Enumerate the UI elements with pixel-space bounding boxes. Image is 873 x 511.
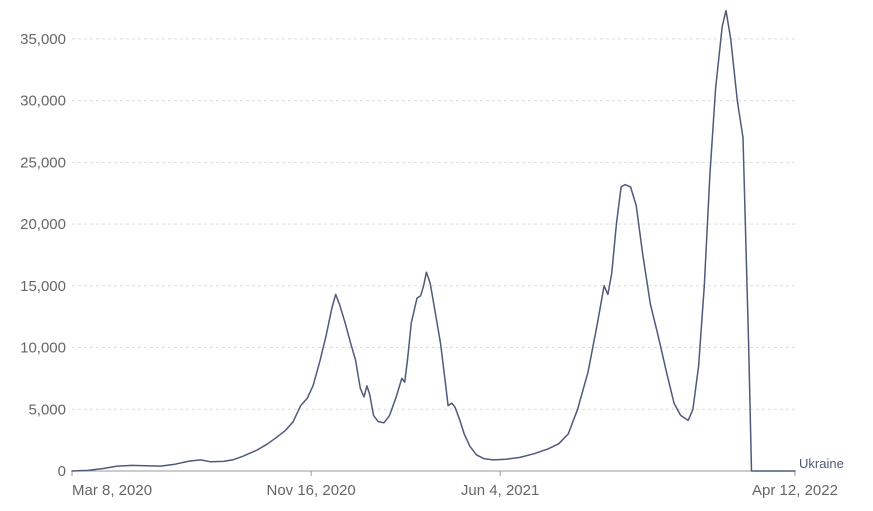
y-tick-label: 15,000 xyxy=(20,278,66,295)
y-tick-label: 30,000 xyxy=(20,93,66,110)
x-tick-label: Apr 12, 2022 xyxy=(752,482,838,499)
y-axis: 0 5,000 10,000 15,000 20,000 25,000 30,000 35,0… xyxy=(20,31,66,480)
x-axis: Mar 8, 2020 Nov 16, 2020 Jun 4, 2021 Apr 12… xyxy=(71,470,838,499)
y-tick-label: 5,000 xyxy=(28,401,66,418)
y-tick-label: 0 xyxy=(58,463,66,480)
x-tick-label: Jun 4, 2021 xyxy=(461,482,539,499)
gridlines xyxy=(72,38,795,410)
y-tick-label: 20,000 xyxy=(20,216,66,233)
x-tick-label: Nov 16, 2020 xyxy=(266,482,355,499)
y-tick-label: 35,000 xyxy=(20,31,66,48)
series: Ukraine xyxy=(71,9,844,472)
y-tick-label: 10,000 xyxy=(20,340,66,357)
series-line-ukraine xyxy=(71,9,796,472)
y-tick-label: 25,000 xyxy=(20,154,66,171)
series-label: Ukraine xyxy=(799,456,844,471)
x-tick-label: Mar 8, 2020 xyxy=(72,482,152,499)
